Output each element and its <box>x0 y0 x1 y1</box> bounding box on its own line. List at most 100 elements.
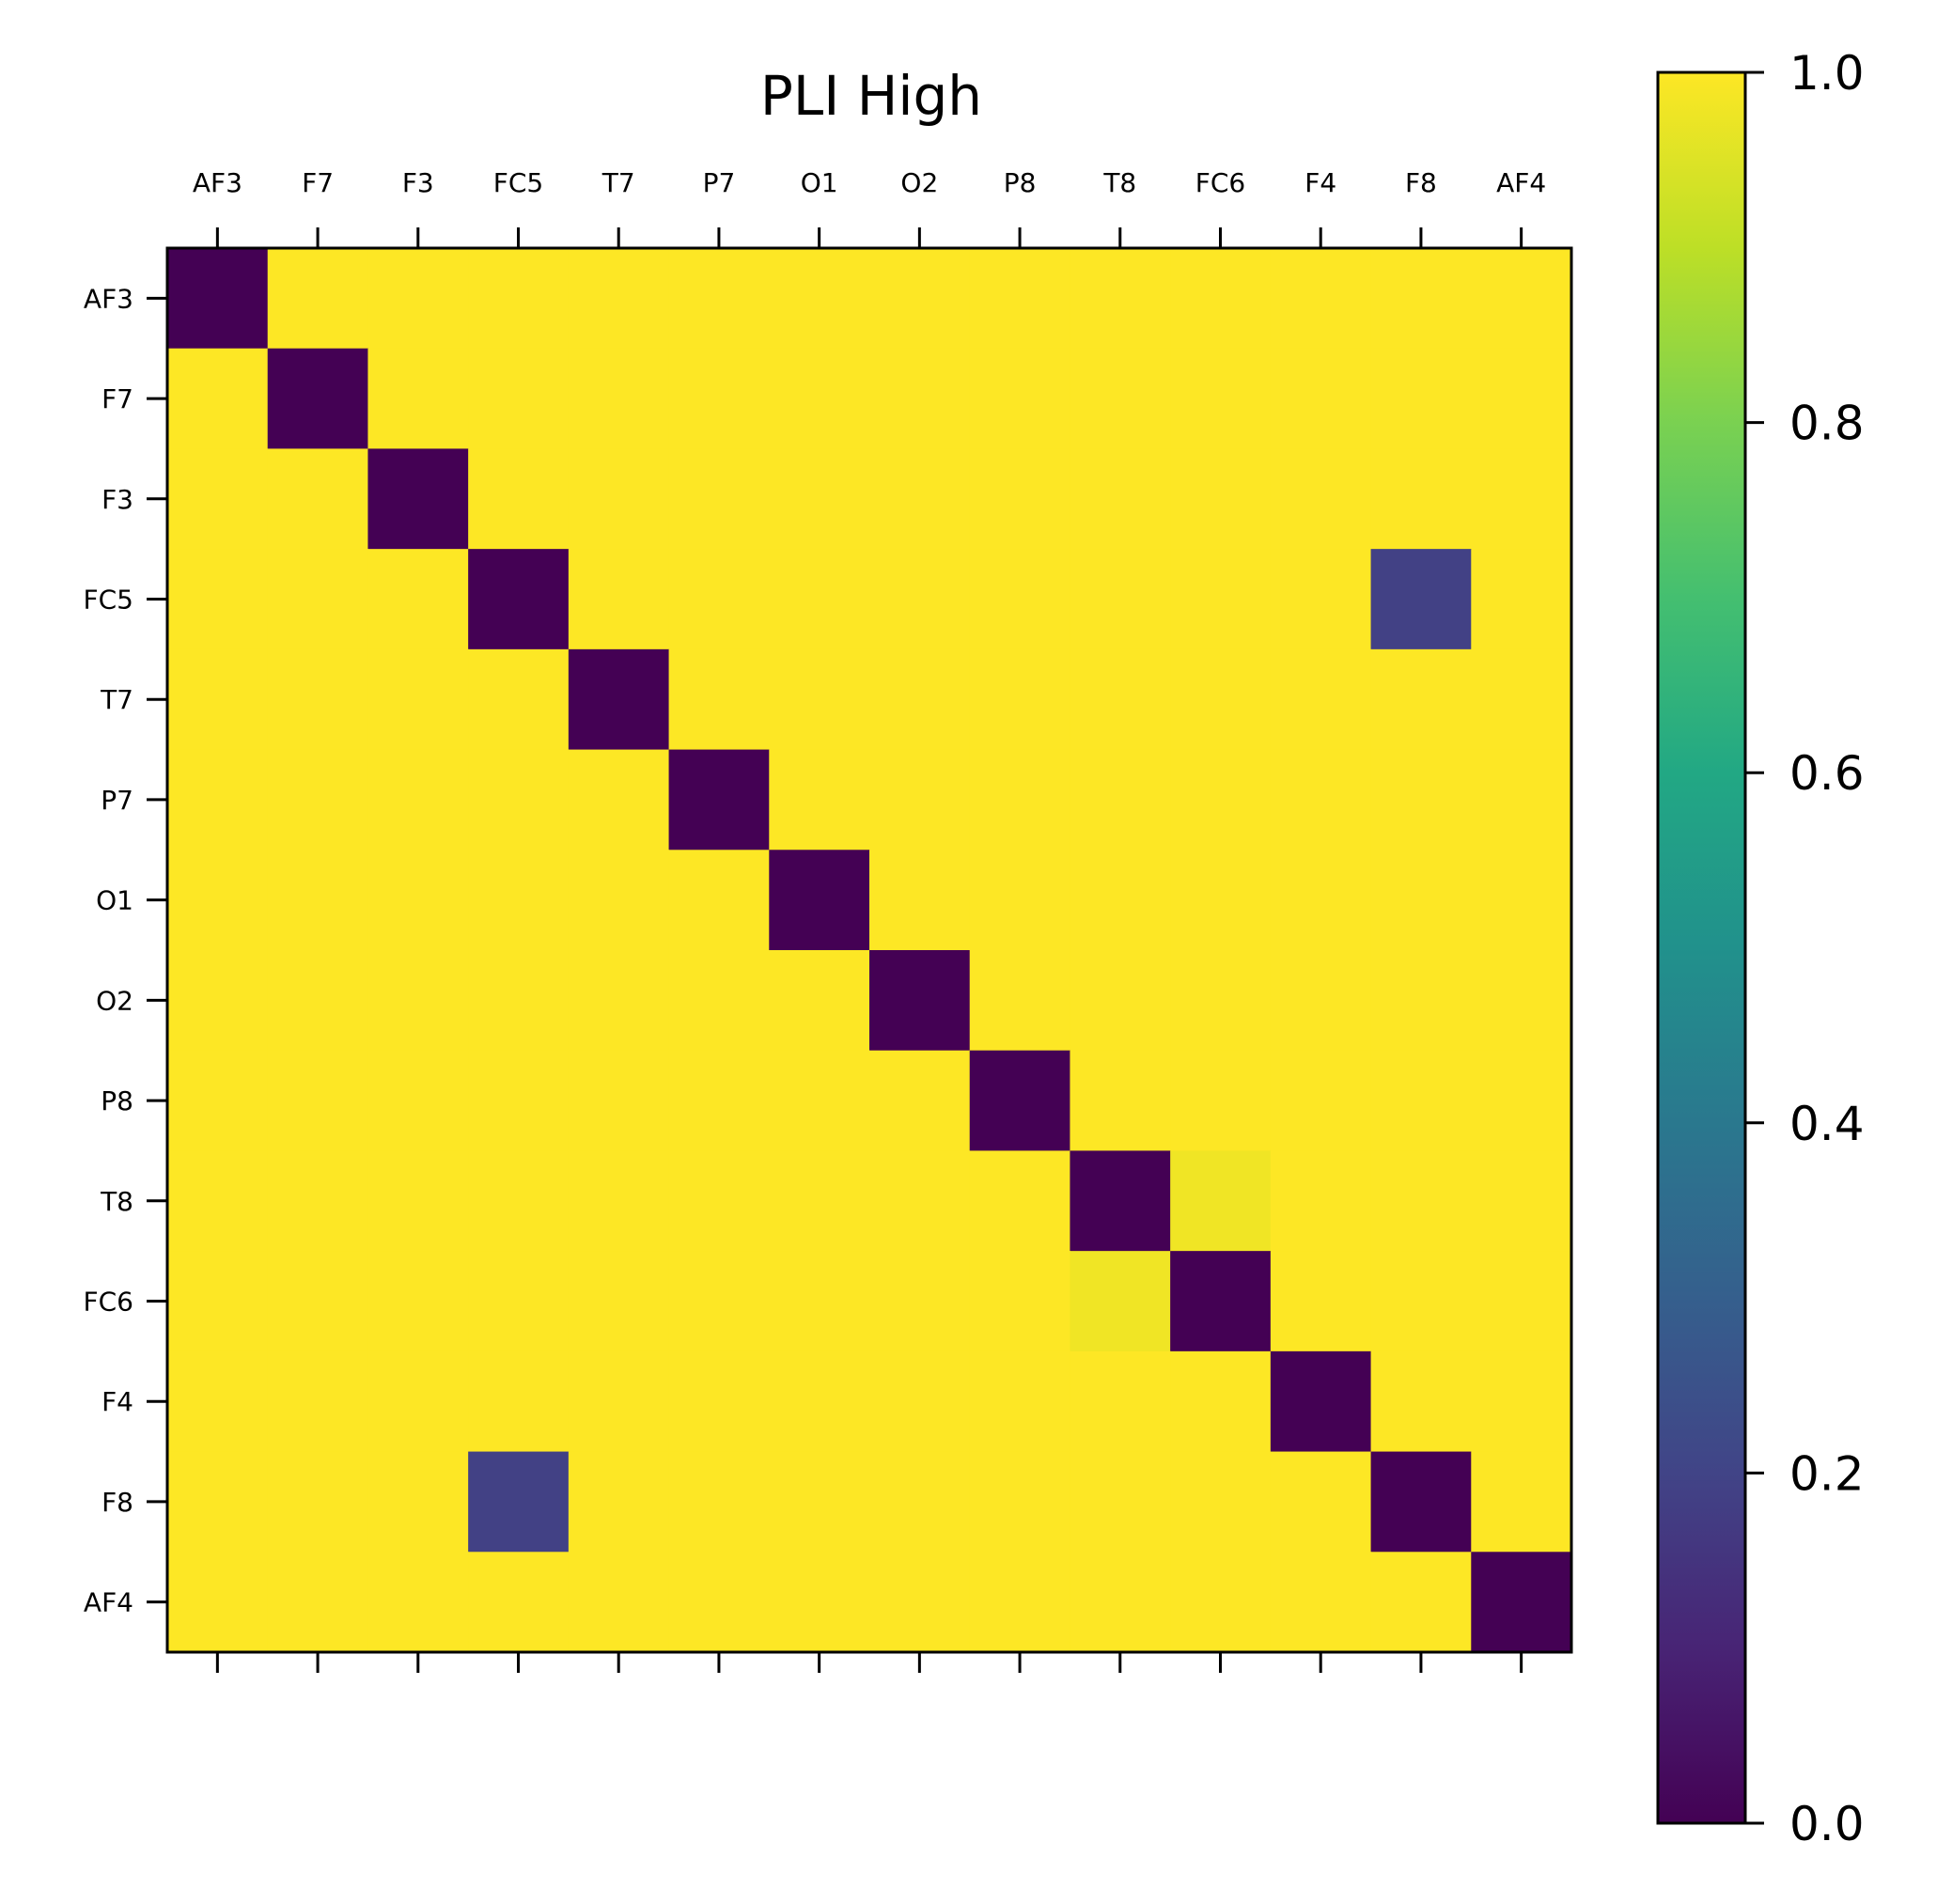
x-tick-label: AF3 <box>193 167 242 198</box>
heatmap-cell <box>1471 348 1572 450</box>
heatmap-cell <box>267 549 369 650</box>
heatmap-cell <box>267 248 369 350</box>
heatmap-cell <box>568 850 670 951</box>
heatmap-cell <box>1170 1350 1272 1453</box>
heatmap-cell <box>167 1552 269 1653</box>
heatmap-cell <box>468 248 570 350</box>
heatmap-cell <box>1471 1251 1572 1352</box>
heatmap-cell <box>668 1150 770 1252</box>
heatmap-cell <box>1370 850 1472 951</box>
y-axis-ticks: AF3 F7 F3 FC5 T7 P7 O1 O2 P8 T8 FC6 F4 F8 AF4 <box>84 283 167 1618</box>
heatmap-cell <box>167 348 269 450</box>
heatmap-cell <box>1170 1251 1272 1352</box>
heatmap-cell <box>668 1451 770 1553</box>
heatmap-cell <box>1471 1552 1572 1653</box>
heatmap-cell <box>367 749 469 851</box>
heatmap-cell <box>668 1050 770 1152</box>
heatmap-cell <box>568 648 670 751</box>
x-tick-label: T7 <box>601 167 635 198</box>
heatmap-cell <box>969 648 1071 751</box>
heatmap-cell <box>1471 950 1572 1052</box>
heatmap-cell <box>1370 549 1472 650</box>
heatmap-cell <box>267 950 369 1052</box>
heatmap-cell <box>468 1251 570 1352</box>
colorbar-tick-label: 0.6 <box>1789 746 1865 801</box>
heatmap-cell <box>869 850 971 951</box>
heatmap-cell <box>1270 1451 1372 1553</box>
heatmap-cell <box>1070 648 1171 751</box>
colorbar-ticks: 0.0 0.2 0.4 0.6 0.8 1.0 <box>1745 46 1865 1851</box>
y-tick-label: F7 <box>102 383 133 414</box>
x-tick-label: F8 <box>1405 167 1437 198</box>
x-tick-label: F7 <box>302 167 334 198</box>
heatmap-cell <box>869 1150 971 1252</box>
y-tick-label: FC6 <box>84 1287 133 1318</box>
heatmap-cell <box>568 1050 670 1152</box>
x-tick-label: O1 <box>801 167 838 198</box>
heatmap-cell <box>1370 1050 1472 1152</box>
heatmap-cell <box>267 1050 369 1152</box>
heatmap-cell <box>1170 950 1272 1052</box>
colorbar-frame <box>1656 70 1747 1825</box>
heatmap-cell <box>1471 648 1572 751</box>
heatmap-cell <box>568 1350 670 1453</box>
heatmap-cell <box>367 348 469 450</box>
y-tick-label: O2 <box>96 985 133 1016</box>
heatmap-cell <box>1070 1050 1171 1152</box>
heatmap-cell <box>1170 248 1272 350</box>
x-tick-label: F4 <box>1304 167 1336 198</box>
heatmap-cell <box>869 348 971 450</box>
heatmap-cell <box>1070 448 1171 550</box>
heatmap-cell <box>869 749 971 851</box>
heatmap-cell <box>568 248 670 350</box>
heatmap-cell <box>267 1552 369 1653</box>
heatmap-cell <box>1070 950 1171 1052</box>
heatmap-cell <box>668 1552 770 1653</box>
x-tick-label: F3 <box>402 167 434 198</box>
heatmap-cell <box>769 1150 870 1252</box>
heatmap-cell <box>1471 1350 1572 1453</box>
heatmap-cell <box>1270 950 1372 1052</box>
heatmap-cell <box>1270 1150 1372 1252</box>
colorbar-tick-label: 1.0 <box>1789 46 1865 101</box>
heatmap-cell <box>769 248 870 350</box>
heatmap-cell <box>468 348 570 450</box>
heatmap-cell <box>1270 749 1372 851</box>
heatmap-cell <box>267 749 369 851</box>
heatmap-cell <box>167 1251 269 1352</box>
heatmap-cell <box>568 549 670 650</box>
heatmap-cell <box>769 1451 870 1553</box>
y-tick-label: O1 <box>96 885 133 916</box>
heatmap-cell <box>468 1451 570 1553</box>
heatmap-cell <box>468 1350 570 1453</box>
y-tick-label: AF4 <box>84 1587 133 1618</box>
heatmap-cell <box>1370 448 1472 550</box>
heatmap-cell <box>167 950 269 1052</box>
heatmap-cell <box>969 1552 1071 1653</box>
heatmap-cell <box>969 1150 1071 1252</box>
heatmap-cell <box>1471 749 1572 851</box>
y-tick-label: AF3 <box>84 283 133 314</box>
heatmap-cell <box>1471 1451 1572 1553</box>
heatmap-cell <box>568 1150 670 1252</box>
heatmap-cell <box>1370 348 1472 450</box>
heatmap-cell <box>1471 1050 1572 1152</box>
heatmap-cell <box>969 348 1071 450</box>
heatmap-cell <box>367 1552 469 1653</box>
heatmap-cell <box>267 1150 369 1252</box>
heatmap-cell <box>969 749 1071 851</box>
colorbar-tick-label: 0.2 <box>1789 1446 1865 1501</box>
heatmap-cell <box>267 1451 369 1553</box>
heatmap-cell <box>1170 749 1272 851</box>
heatmap-cell <box>668 248 770 350</box>
heatmap-cell <box>769 749 870 851</box>
heatmap-cell <box>1370 1251 1472 1352</box>
heatmap-cell <box>969 448 1071 550</box>
heatmap-cell <box>1070 1350 1171 1453</box>
heatmap-cell <box>969 1451 1071 1553</box>
heatmap-cell <box>769 1552 870 1653</box>
colorbar-tick-label: 0.0 <box>1789 1797 1865 1851</box>
heatmap-cell <box>167 1451 269 1553</box>
colorbar-tick-label: 0.8 <box>1789 397 1865 451</box>
